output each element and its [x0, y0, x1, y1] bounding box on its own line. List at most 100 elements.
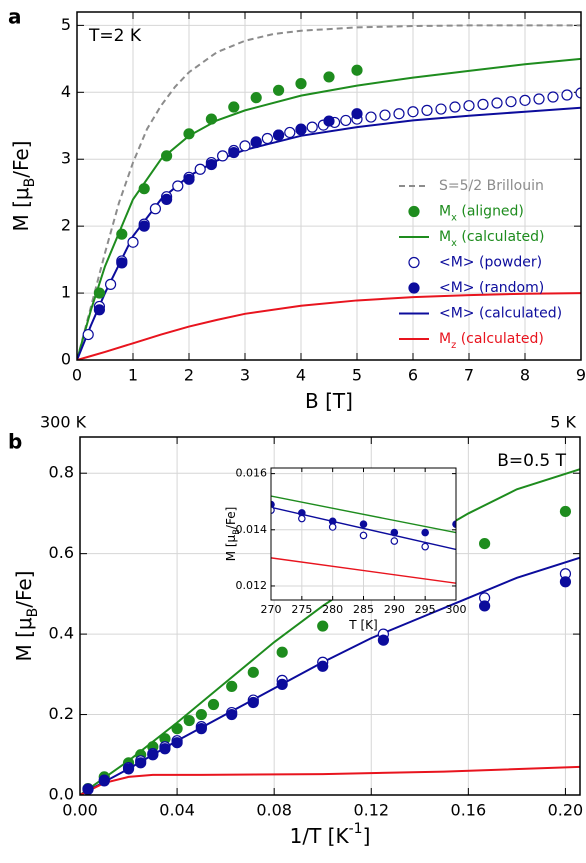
legend-label-part: M — [439, 331, 451, 347]
legend-label-part: M — [439, 229, 451, 245]
data-point — [317, 660, 329, 672]
legend-label: <M> (calculated) — [439, 306, 562, 322]
panel: 0.00 0.04 0.08 0.12 0.16 0.20 0.0 0.2 0.4 0.6 0.8 1… — [8, 413, 583, 848]
data-point — [273, 84, 285, 96]
data-point — [195, 723, 207, 735]
data-point — [183, 128, 195, 140]
data-point — [273, 129, 285, 141]
data-point — [421, 104, 433, 116]
data-point — [421, 542, 429, 551]
data-point — [317, 620, 329, 632]
legend-label-part: <M> (powder) — [439, 255, 542, 271]
data-point — [449, 101, 461, 113]
x-tick-label: 295 — [415, 603, 436, 616]
legend-label-part: x — [451, 212, 457, 223]
plot-area — [271, 495, 456, 584]
data-point — [228, 101, 240, 113]
y-axis-title-part: M [μ — [224, 534, 238, 561]
data-point — [559, 576, 572, 588]
data-point — [207, 698, 220, 711]
legend-label: <M> (random) — [439, 280, 544, 296]
legend-label-part: <M> (random) — [439, 280, 544, 296]
legend-label: Mx (aligned) — [439, 204, 524, 224]
x-axis-title-part: B [T] — [305, 389, 353, 413]
data-point — [306, 121, 318, 133]
y-axis-title-part: M [μ — [9, 187, 33, 231]
data-point — [226, 708, 238, 721]
data-point — [135, 757, 147, 769]
data-point — [271, 500, 275, 509]
data-point — [82, 328, 94, 341]
y-axis-title: M [μB/Fe] — [9, 140, 39, 231]
x-tick-label: 7 — [464, 366, 474, 385]
data-point — [463, 100, 475, 112]
y-axis-title-part: B — [22, 178, 38, 188]
x-tick-label: 0.04 — [159, 801, 195, 820]
legend-label: <M> (powder) — [439, 255, 542, 271]
legend-label: Mz (calculated) — [439, 331, 544, 351]
annotation: T=2 K — [88, 26, 142, 46]
annotation: B=0.5 T — [497, 451, 566, 471]
data-point — [533, 93, 545, 105]
x-tick-label: 6 — [408, 366, 418, 385]
x-tick-label: 0.08 — [256, 801, 292, 820]
data-point — [407, 106, 419, 118]
legend-label-part: (aligned) — [457, 204, 524, 220]
x-tick-label: 2 — [184, 366, 194, 385]
data-point — [250, 136, 262, 149]
y-axis-title-part: /Fe] — [224, 507, 238, 529]
data-point — [159, 743, 171, 755]
data-point — [421, 528, 429, 537]
y-tick-label: 0.012 — [236, 579, 268, 592]
series-line — [77, 57, 581, 360]
y-tick-label: 3 — [61, 149, 71, 168]
data-point — [161, 193, 173, 205]
y-tick-label: 1 — [61, 283, 71, 302]
data-point — [161, 150, 173, 162]
data-point — [276, 646, 288, 658]
y-axis-title: M [μB/Fe] — [12, 570, 42, 661]
data-point — [98, 775, 110, 787]
data-point — [104, 278, 117, 290]
legend-label-part: x — [451, 238, 457, 249]
data-point — [390, 528, 399, 537]
data-point — [93, 287, 106, 299]
x-axis-title-part: -1 — [349, 821, 363, 837]
x-axis-title: 1/T [K-1] — [290, 821, 371, 848]
data-point — [276, 678, 288, 690]
x-tick-label: 290 — [384, 603, 405, 616]
x-tick-label: 275 — [291, 603, 312, 616]
y-axis-title: M [μB/Fe] — [224, 507, 241, 562]
data-point — [183, 714, 195, 727]
x-tick-label: 1 — [128, 366, 138, 385]
data-point — [239, 140, 251, 152]
panel-label: a — [8, 5, 22, 29]
y-tick-label: 0 — [61, 350, 71, 369]
x-tick-label: 4 — [296, 366, 306, 385]
data-point — [116, 228, 128, 240]
legend-label: Mx (calculated) — [439, 229, 544, 249]
data-point — [205, 113, 217, 125]
y-tick-label: 0.016 — [236, 467, 268, 480]
x-tick-label: 280 — [322, 603, 343, 616]
x-tick-label: 0.00 — [62, 801, 98, 820]
data-point — [377, 634, 389, 646]
data-point — [435, 103, 447, 115]
data-point — [295, 123, 307, 135]
data-point — [323, 115, 335, 127]
data-point — [393, 108, 405, 120]
x-tick-label: 270 — [261, 603, 282, 616]
legend-label-part: z — [451, 340, 456, 351]
data-point — [359, 520, 368, 528]
data-point — [149, 203, 161, 215]
legend-swatch — [408, 282, 420, 294]
data-point — [138, 220, 150, 232]
data-point — [247, 696, 259, 709]
panel: 0 1 2 3 4 5 6 7 8 9 0 1 2 3 4 5 B [T] M [μB/Fe] a T=2 K S=5/… — [8, 5, 586, 413]
legend-label-part: (calculated) — [456, 331, 544, 347]
data-point — [183, 173, 195, 185]
data-point — [205, 158, 217, 171]
series-line — [77, 24, 581, 360]
data-point — [93, 304, 106, 316]
plot-frame — [79, 436, 581, 796]
